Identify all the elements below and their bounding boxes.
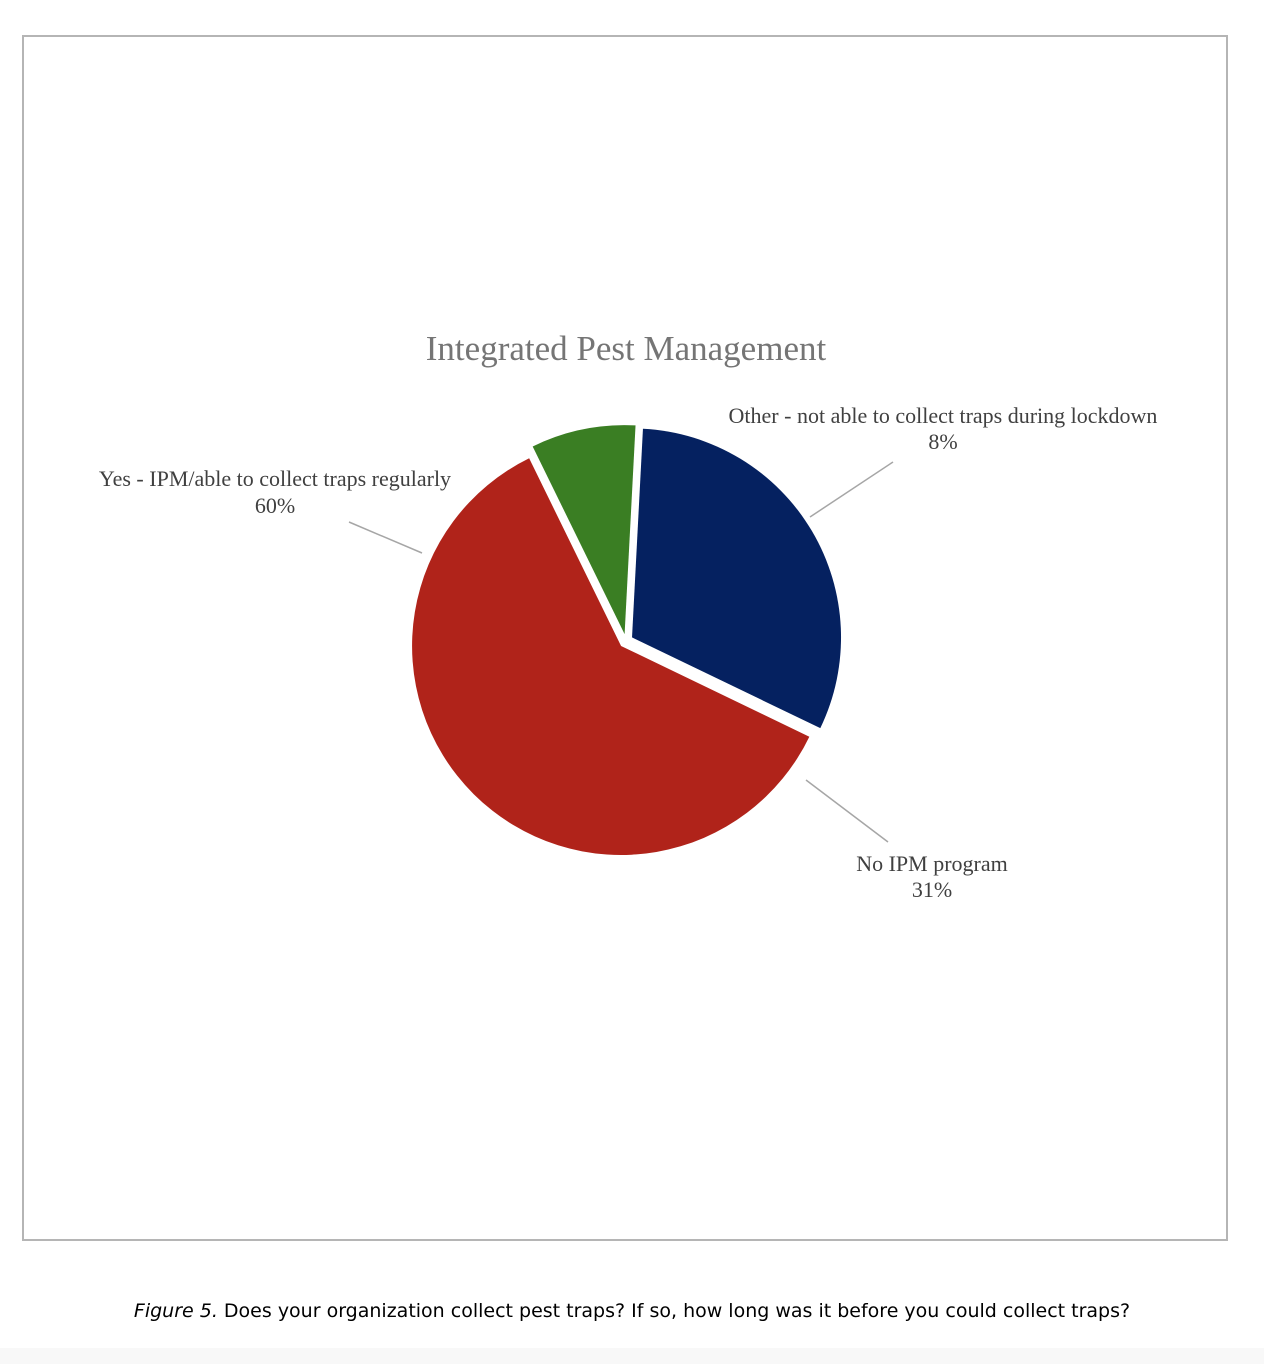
chart-frame: [22, 35, 1228, 1241]
leader-line-1: [805, 779, 889, 843]
pie-slices: [412, 425, 842, 855]
pie-slice-1: [632, 428, 842, 729]
slice-category-label-1: No IPM program: [856, 851, 1008, 876]
figure-caption: Figure 5. Does your organization collect…: [0, 1300, 1264, 1322]
pie-slice-2: [412, 458, 810, 855]
page-bottom-strip: [0, 1348, 1264, 1364]
figure-number: Figure 5.: [133, 1300, 218, 1322]
slice-category-label-3: Other - not able to collect traps during…: [729, 403, 1158, 428]
slice-percent-label-1: 31%: [912, 877, 952, 902]
slice-category-label-2: Yes - IPM/able to collect traps regularl…: [99, 466, 451, 491]
chart-title: Integrated Pest Management: [426, 329, 827, 368]
leader-lines: [348, 461, 894, 843]
leader-line-2: [348, 521, 423, 554]
leader-line-3: [809, 461, 894, 518]
slice-percent-label-3: 8%: [928, 429, 957, 454]
caption-text: Does your organization collect pest trap…: [217, 1300, 1131, 1322]
pie-slice-3: [532, 425, 636, 635]
slice-percent-label-2: 60%: [255, 493, 295, 518]
